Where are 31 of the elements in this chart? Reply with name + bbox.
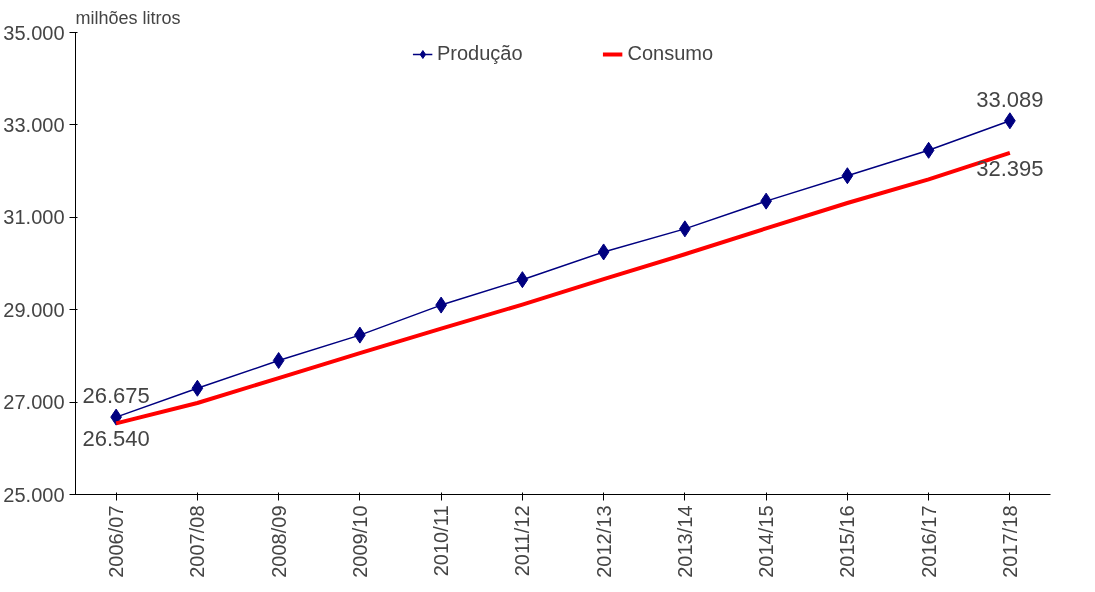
point [191,379,204,397]
x-tick-label: 2015/16 [836,505,859,578]
x-tick-label: 2006/07 [105,505,128,578]
point [597,243,610,261]
y-tick-label: 25.000 [3,483,65,506]
y-axis-title: milhões litros [75,7,181,28]
data-label: 26.675 [82,383,150,409]
x-tick-label: 2013/14 [673,505,696,578]
point [272,352,285,370]
x-tick-label: 2014/15 [755,505,778,578]
x-tick-label: 2008/09 [267,505,290,578]
data-label: 32.395 [976,155,1044,181]
point [841,167,854,185]
x-tick-label: 2016/17 [917,505,940,578]
y-tick-label: 27.000 [3,391,65,414]
x-tick-label: 2010/11 [430,505,453,577]
x-tick-label: 2009/10 [348,505,371,578]
y-tick-label: 31.000 [3,206,65,229]
legend-label: Produção [436,42,523,65]
point [516,271,529,289]
y-tick-label: 35.000 [3,21,65,44]
x-tick-label: 2007/08 [186,505,209,578]
y-tick-label: 29.000 [3,298,65,321]
data-label: 26.540 [82,426,150,452]
data-label: 33.089 [976,86,1044,112]
point [922,141,935,159]
legend-label: Consumo [627,42,714,65]
x-tick-label: 2011/12 [511,505,534,577]
x-tick-label: 2017/18 [998,505,1021,578]
x-tick-label: 2012/13 [592,505,615,578]
y-tick-label: 33.000 [3,113,65,136]
